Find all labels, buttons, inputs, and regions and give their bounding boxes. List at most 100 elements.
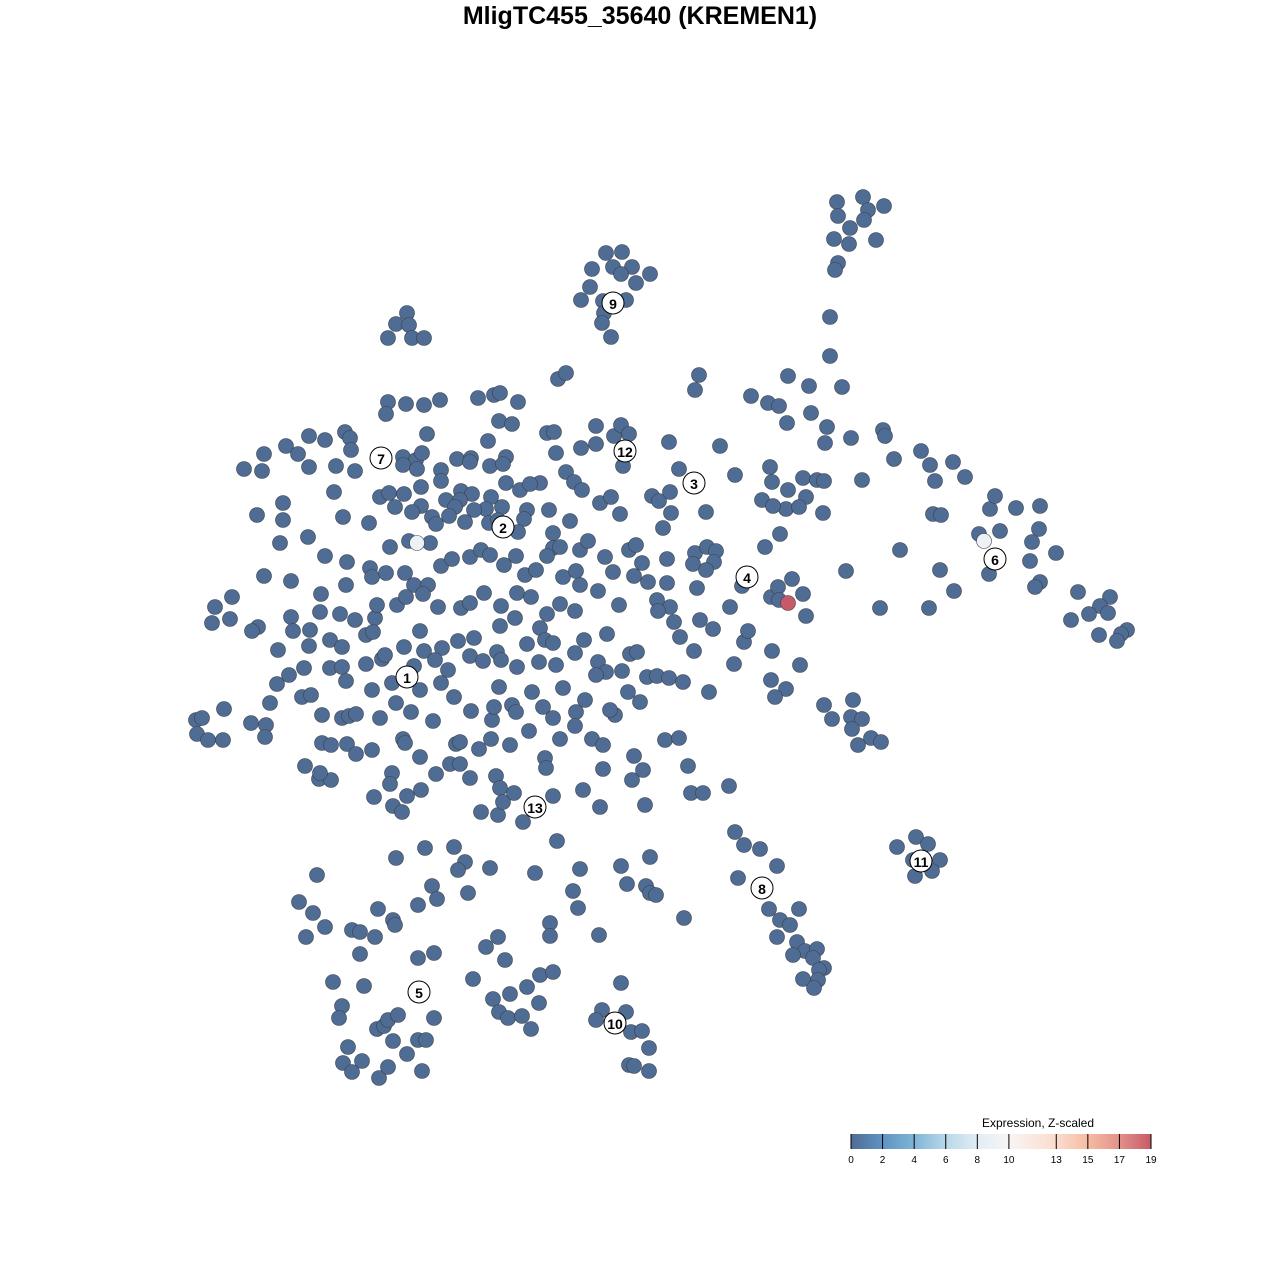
data-point <box>254 463 270 479</box>
data-point <box>494 499 510 515</box>
cluster-label: 13 <box>523 795 547 819</box>
data-point <box>497 952 513 968</box>
data-point <box>331 1010 347 1026</box>
data-point <box>427 652 443 668</box>
data-point <box>243 715 259 731</box>
legend-tick-label: 4 <box>911 1155 917 1166</box>
data-point <box>388 695 404 711</box>
data-point <box>281 667 297 683</box>
data-point <box>545 964 561 980</box>
data-point <box>527 865 543 881</box>
data-point <box>588 667 604 683</box>
data-point <box>388 316 404 332</box>
data-point <box>370 901 386 917</box>
data-point <box>698 562 714 578</box>
data-point <box>594 315 610 331</box>
legend-tick-label: 19 <box>1145 1155 1157 1166</box>
data-point <box>573 440 589 456</box>
data-point <box>519 979 535 995</box>
cluster-label-text: 11 <box>914 854 929 870</box>
data-point <box>531 995 547 1011</box>
data-point <box>689 580 705 596</box>
data-point <box>403 704 419 720</box>
data-point <box>484 712 500 728</box>
data-point <box>426 945 442 961</box>
data-point-expressing <box>780 595 796 611</box>
data-point <box>655 520 671 536</box>
data-point <box>1109 633 1125 649</box>
data-point <box>428 516 444 532</box>
data-point <box>524 684 540 700</box>
data-point <box>845 692 861 708</box>
data-point <box>701 684 717 700</box>
data-point <box>892 542 908 558</box>
data-point <box>397 735 413 751</box>
data-point <box>803 405 819 421</box>
cluster-label-text: 5 <box>415 985 423 1001</box>
data-point <box>463 703 479 719</box>
data-point <box>824 711 840 727</box>
data-point <box>736 837 752 853</box>
data-point <box>538 760 554 776</box>
data-point <box>515 814 531 830</box>
data-point <box>816 473 832 489</box>
cluster-label-badge <box>613 439 637 463</box>
cluster-label-badge <box>603 1011 627 1035</box>
data-point <box>432 392 448 408</box>
data-point <box>297 758 313 774</box>
points-layer <box>188 189 1135 1086</box>
data-point <box>624 772 640 788</box>
data-point <box>485 991 501 1007</box>
data-point <box>278 438 294 454</box>
data-point <box>913 443 929 459</box>
data-point <box>770 579 786 595</box>
data-point <box>721 778 737 794</box>
data-point <box>433 473 449 489</box>
data-point <box>434 640 450 656</box>
data-point <box>462 595 478 611</box>
data-point <box>854 711 870 727</box>
data-point <box>275 512 291 528</box>
data-point <box>932 562 948 578</box>
data-point <box>1081 606 1097 622</box>
data-point <box>257 729 273 745</box>
data-point <box>394 804 410 820</box>
data-point <box>338 577 354 593</box>
data-point <box>829 194 845 210</box>
data-point <box>626 748 642 764</box>
data-point <box>889 839 905 855</box>
data-point <box>498 475 514 491</box>
data-point <box>380 330 396 346</box>
data-point <box>568 563 584 579</box>
data-point <box>344 1064 360 1080</box>
cluster-label-text: 3 <box>690 476 698 492</box>
data-point <box>521 723 537 739</box>
data-point <box>590 583 606 599</box>
data-point <box>450 633 466 649</box>
data-point <box>385 1033 401 1049</box>
data-point <box>637 797 653 813</box>
data-point <box>361 515 377 531</box>
data-point <box>399 1046 415 1062</box>
data-point <box>552 596 568 612</box>
data-point <box>842 220 858 236</box>
data-point <box>502 986 518 1002</box>
data-point <box>771 398 787 414</box>
data-point <box>522 476 538 492</box>
cluster-label-text: 4 <box>743 570 751 586</box>
data-point <box>921 600 937 616</box>
cluster-label-badge <box>491 515 515 539</box>
data-point <box>482 860 498 876</box>
data-point <box>830 208 846 224</box>
data-point <box>761 901 777 917</box>
data-point <box>418 1032 434 1048</box>
data-point <box>382 539 398 555</box>
data-point <box>347 463 363 479</box>
legend-tick-label: 2 <box>880 1155 886 1166</box>
cluster-label: 10 <box>603 1011 627 1035</box>
data-point <box>480 433 496 449</box>
data-point <box>932 852 948 868</box>
data-point <box>450 862 466 878</box>
data-point <box>785 947 801 963</box>
data-point <box>465 971 481 987</box>
